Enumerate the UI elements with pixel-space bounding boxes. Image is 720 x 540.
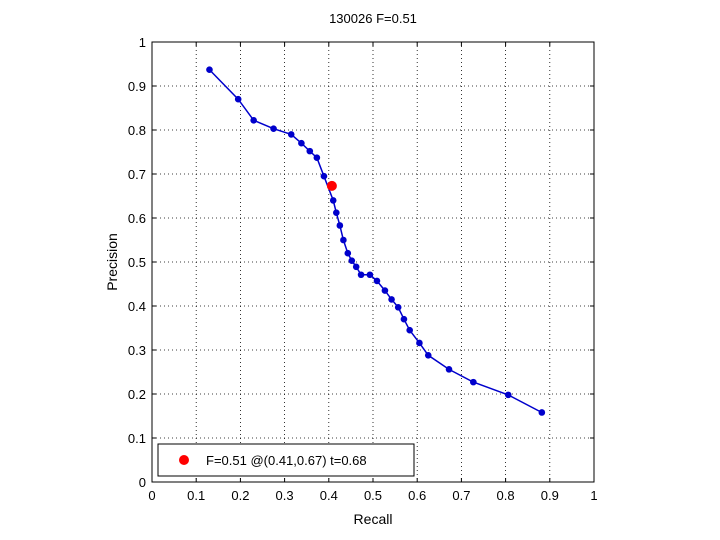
x-tick-label: 0.6	[408, 488, 426, 503]
data-point	[357, 271, 365, 279]
data-point	[250, 117, 257, 124]
data-point	[336, 222, 344, 229]
y-tick-label: 0	[139, 475, 146, 490]
x-tick-label: 0.2	[231, 488, 249, 503]
y-tick-label: 0.4	[128, 299, 146, 314]
data-point	[388, 296, 395, 303]
data-point	[340, 236, 347, 244]
y-tick-label: 0.3	[128, 343, 146, 358]
data-point	[234, 95, 242, 103]
data-point	[270, 125, 277, 132]
legend-label: F=0.51 @(0.41,0.67) t=0.68	[206, 453, 367, 468]
series-layer	[206, 66, 546, 416]
y-tick-label: 0.9	[128, 79, 146, 94]
data-point	[352, 263, 360, 271]
highlight-layer	[326, 180, 337, 191]
data-point	[400, 315, 408, 323]
data-point	[373, 277, 381, 285]
legend-box	[157, 443, 415, 477]
data-point	[329, 197, 337, 204]
y-tick-label: 0.6	[128, 211, 146, 226]
ticks: 0 0.1 0.2 0.3 0.4 0.5 0.6 0.7 0.8 0.9 1 0 0.1 0.2 0.3 0…	[128, 35, 598, 503]
legend-marker	[179, 455, 189, 465]
data-point	[366, 271, 374, 279]
chart-title: 130026 F=0.51	[329, 11, 417, 26]
x-tick-label: 0.8	[497, 488, 515, 503]
y-tick-label: 1	[139, 35, 146, 50]
x-tick-label: 0.5	[364, 488, 382, 503]
x-tick-label: 0.4	[320, 488, 338, 503]
data-point	[424, 351, 432, 359]
data-point	[381, 287, 389, 294]
x-axis-label: Recall	[354, 511, 393, 527]
data-point	[313, 154, 321, 162]
y-tick-label: 0.8	[128, 123, 146, 138]
x-tick-label: 0.3	[276, 488, 294, 503]
x-tick-label: 0.7	[452, 488, 470, 503]
data-point	[344, 249, 352, 257]
data-point	[320, 172, 328, 180]
data-point	[538, 409, 546, 416]
data-point	[504, 391, 512, 399]
y-tick-label: 0.7	[128, 167, 146, 182]
data-point	[445, 366, 453, 373]
x-tick-label: 0.9	[541, 488, 559, 503]
data-point	[287, 131, 295, 138]
data-point	[206, 66, 213, 74]
y-tick-label: 0.2	[128, 387, 146, 402]
y-axis-label: Precision	[104, 233, 120, 291]
data-point	[406, 326, 413, 334]
best-f-point	[326, 180, 337, 191]
y-tick-label: 0.1	[128, 431, 146, 446]
legend: F=0.51 @(0.41,0.67) t=0.68	[157, 443, 415, 477]
x-tick-label: 0.1	[187, 488, 205, 503]
x-tick-label: 1	[590, 488, 597, 503]
grid	[152, 42, 594, 482]
data-point	[394, 304, 402, 311]
data-point	[333, 209, 340, 217]
data-point	[416, 339, 423, 347]
data-point	[470, 378, 477, 386]
data-point	[298, 139, 305, 147]
series-line-0	[208, 69, 543, 414]
y-tick-label: 0.5	[128, 255, 146, 270]
data-point	[348, 257, 356, 264]
data-point	[306, 147, 314, 155]
x-tick-label: 0	[148, 488, 155, 503]
